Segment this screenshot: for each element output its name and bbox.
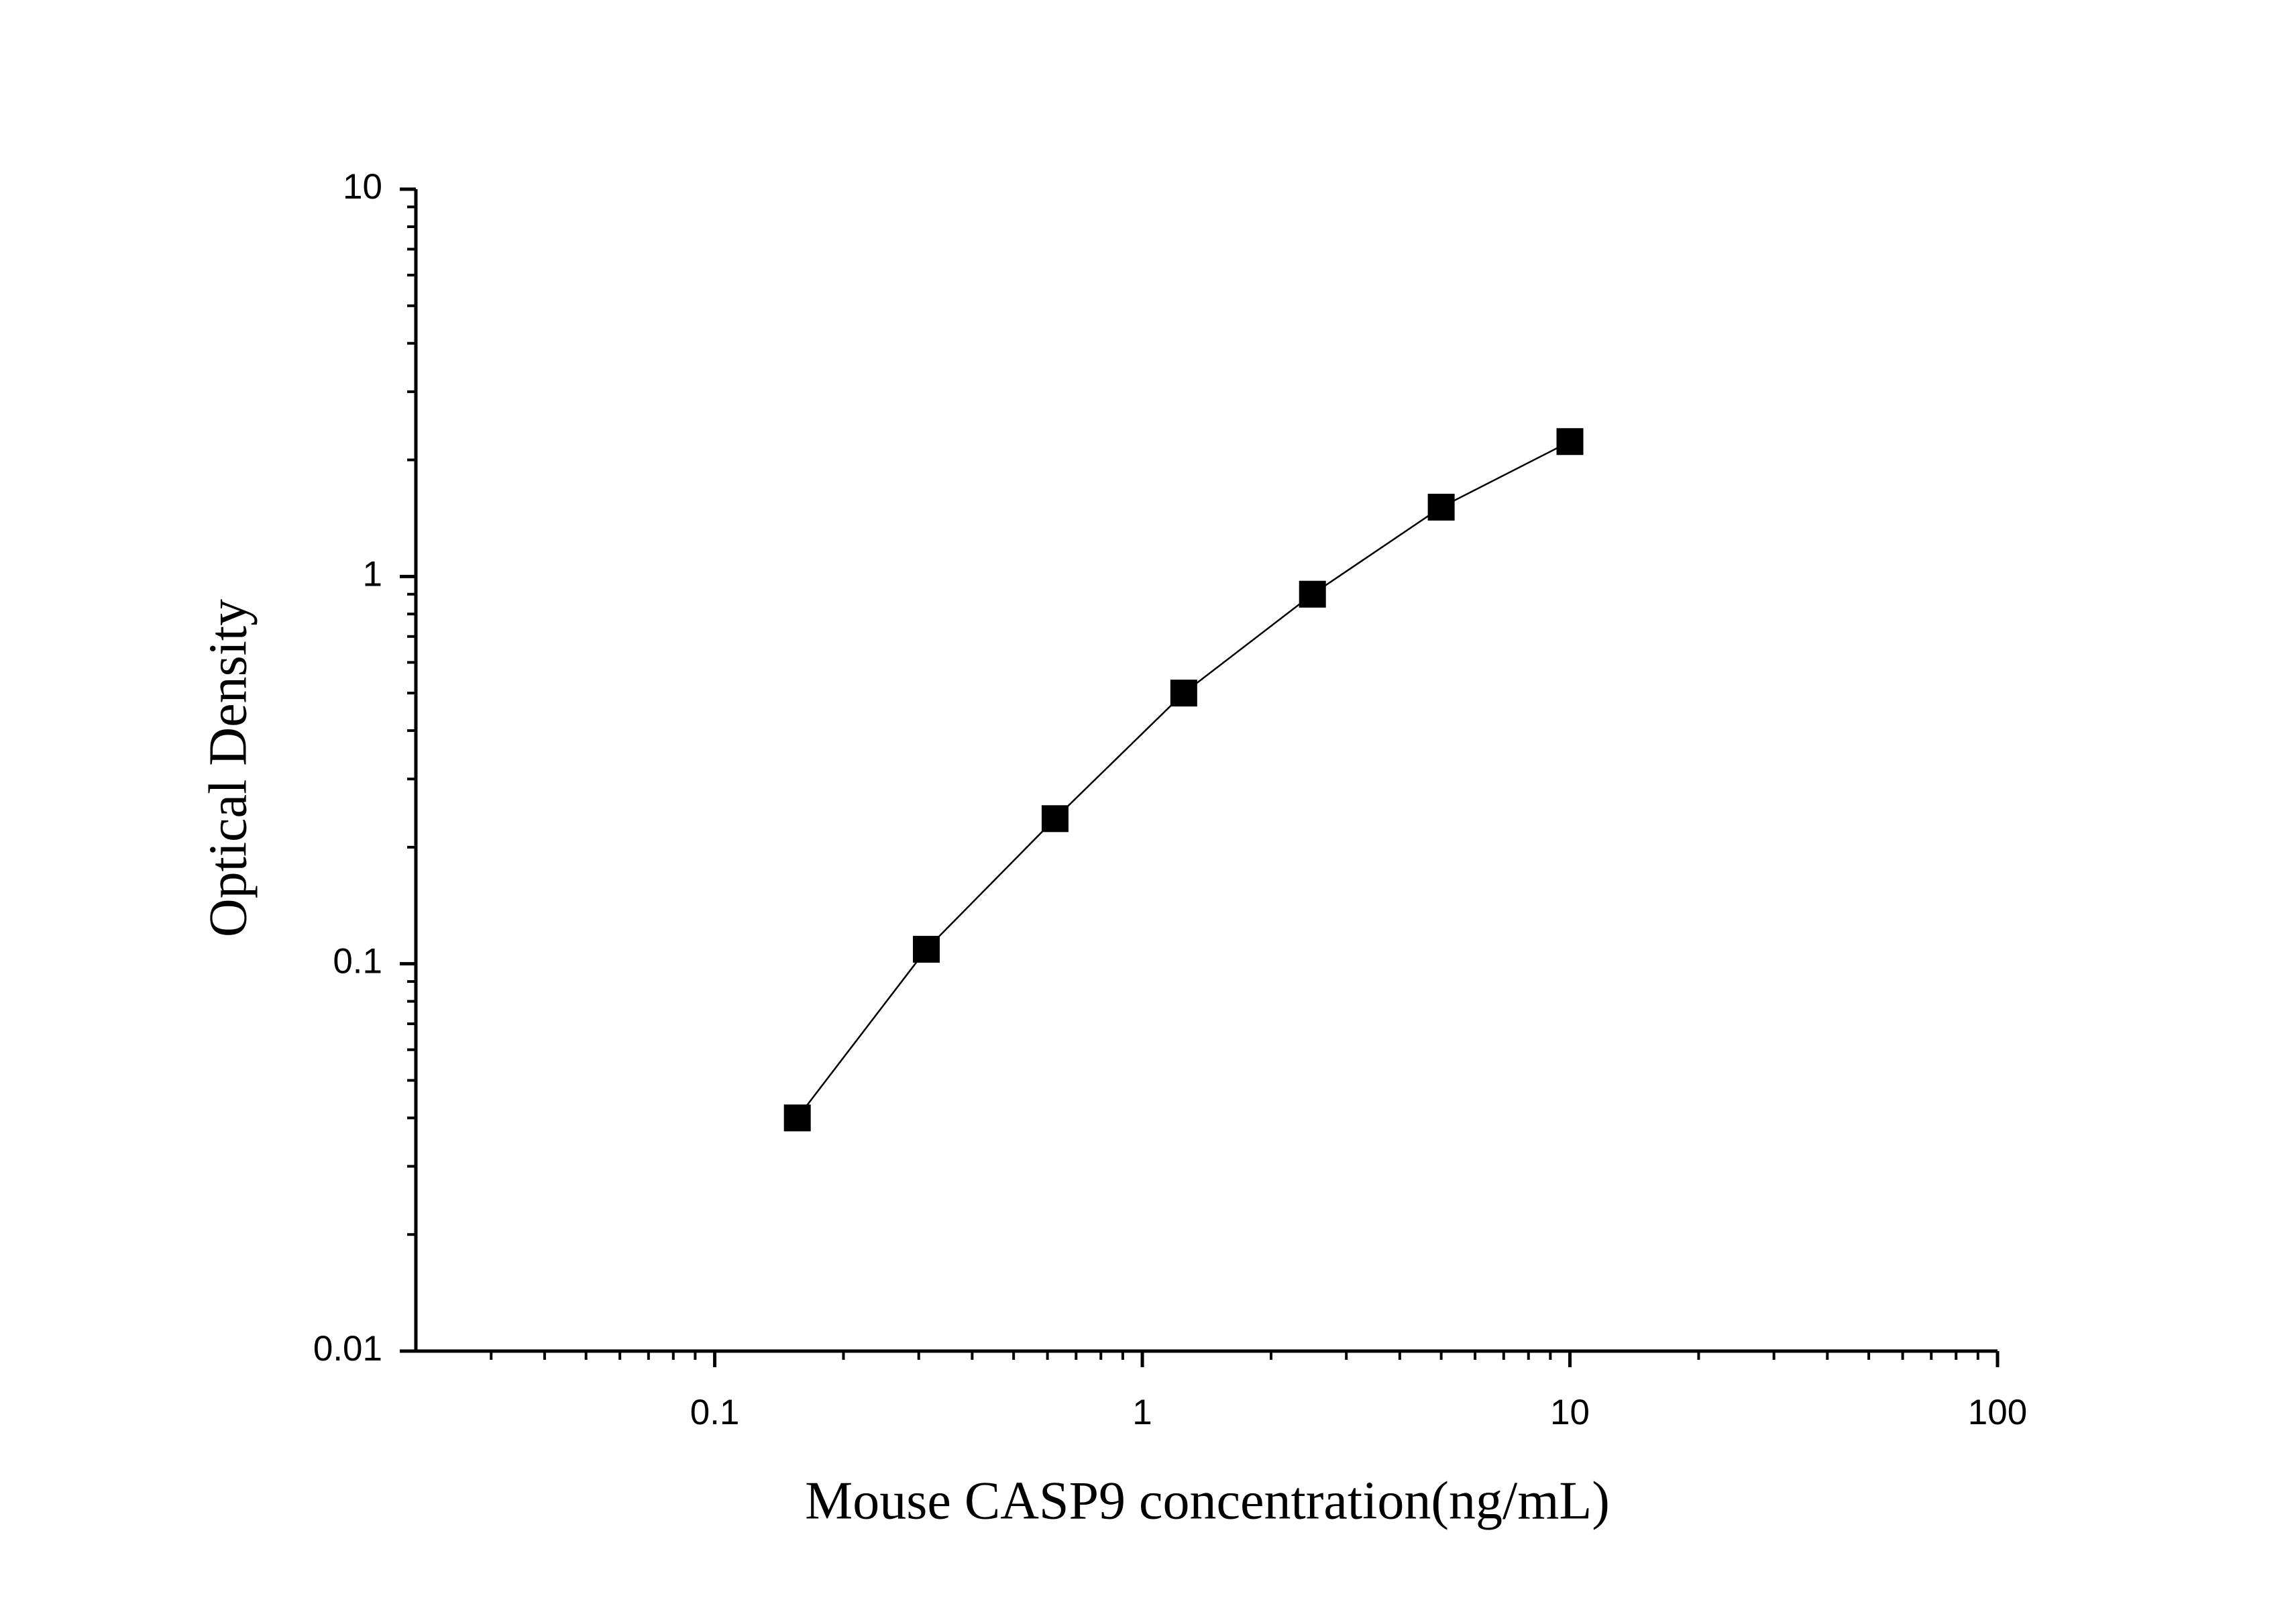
marker <box>913 936 940 963</box>
y-tick-label: 1 <box>363 554 382 594</box>
marker <box>1299 580 1326 608</box>
y-tick-label: 0.1 <box>333 942 382 981</box>
x-tick-label: 0.1 <box>690 1393 740 1432</box>
x-tick-label: 100 <box>1968 1393 2027 1432</box>
marker <box>1170 680 1197 707</box>
marker <box>1556 428 1584 456</box>
y-axis-title: Optical Density <box>199 599 258 937</box>
x-tick-label: 10 <box>1550 1393 1590 1432</box>
y-tick-label: 0.01 <box>313 1329 382 1369</box>
marker <box>1427 494 1455 521</box>
marker <box>1041 805 1069 833</box>
y-tick-label: 10 <box>343 167 382 207</box>
x-tick-label: 1 <box>1132 1393 1152 1432</box>
x-axis-title: Mouse CASP9 concentration(ng/mL) <box>805 1471 1610 1530</box>
marker <box>783 1104 811 1132</box>
